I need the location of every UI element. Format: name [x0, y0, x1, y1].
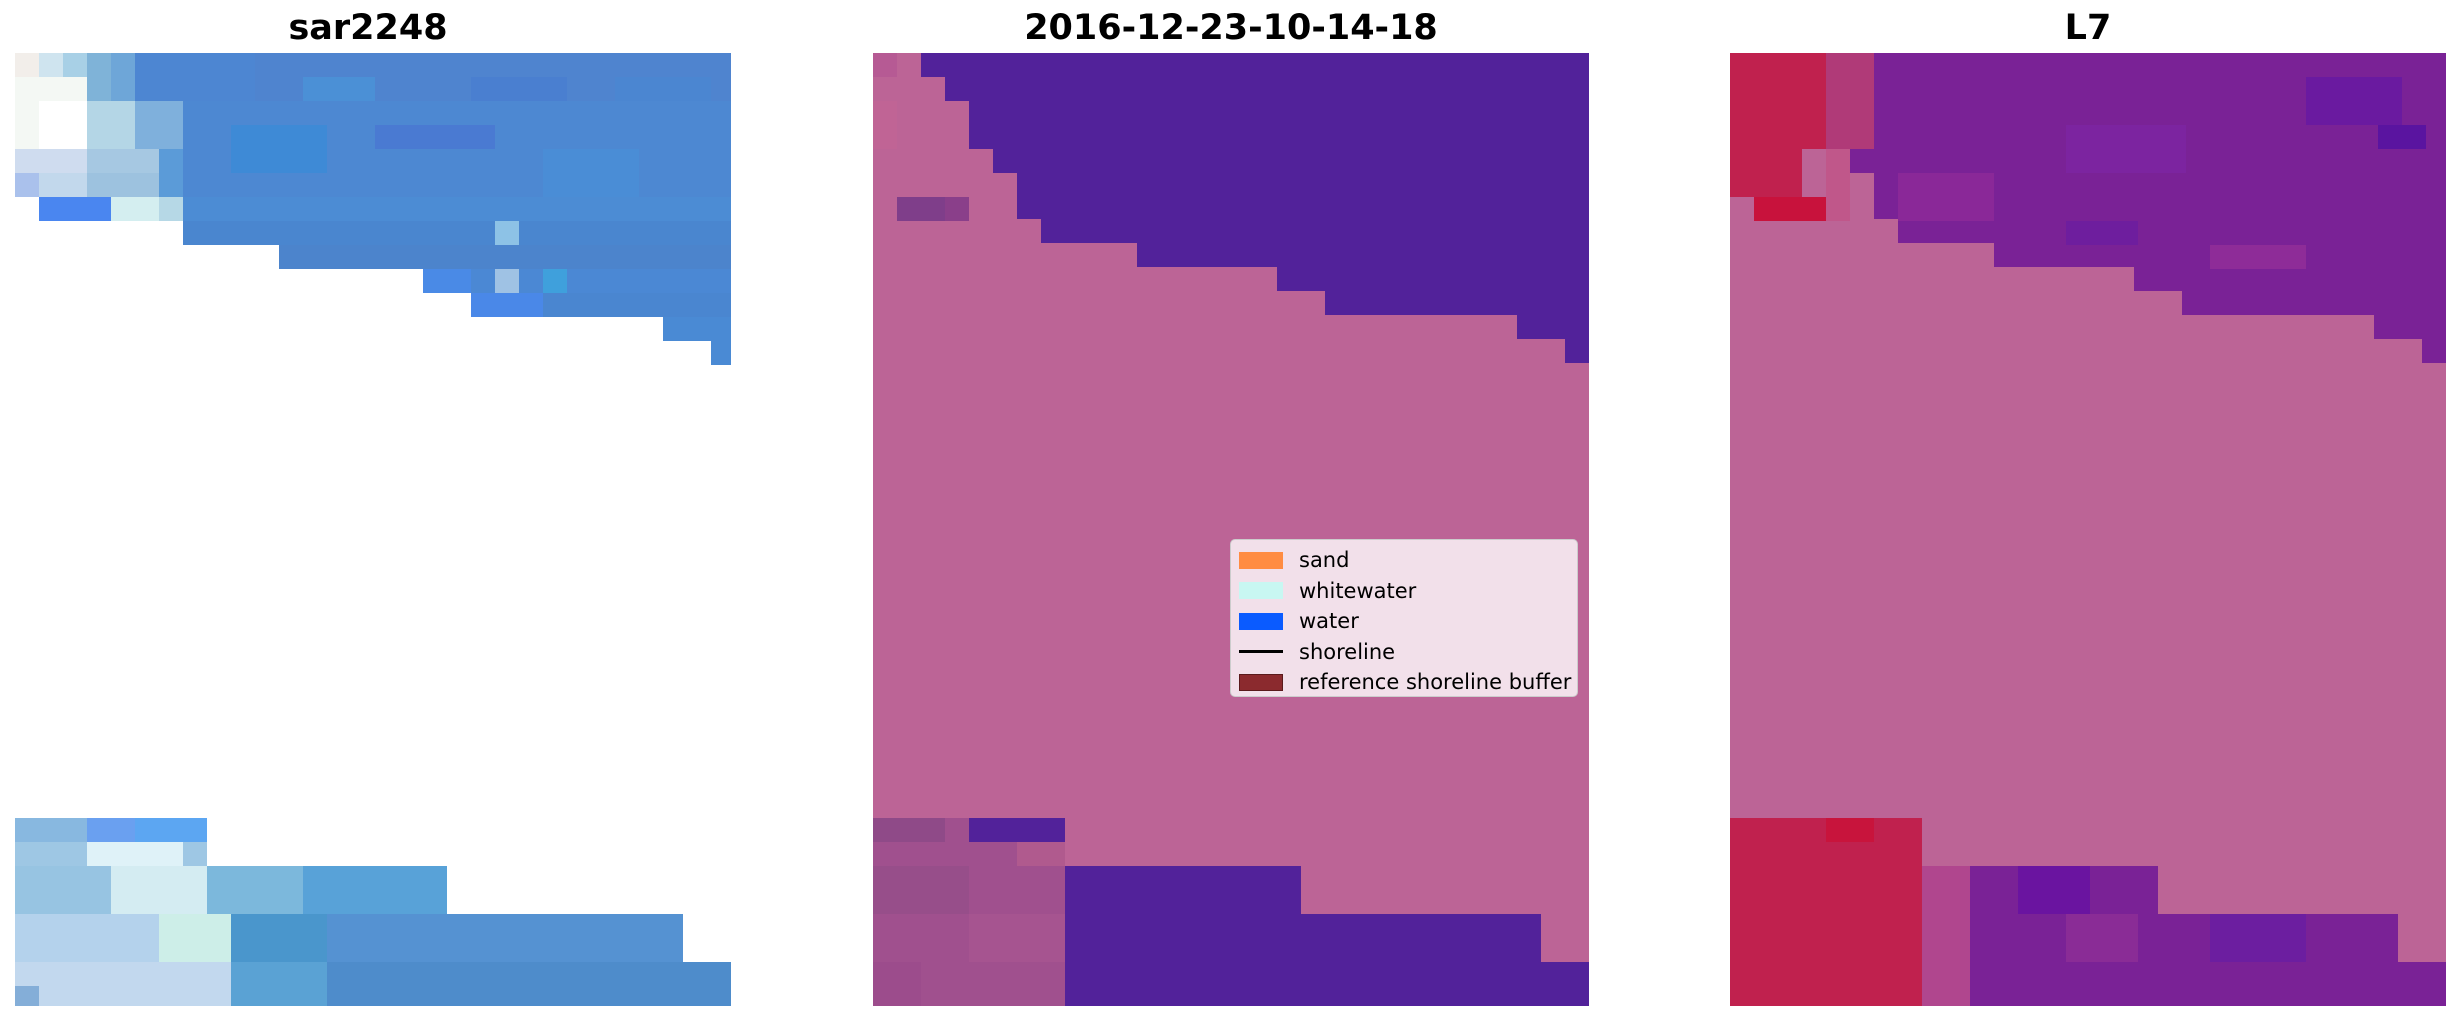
- legend-item-shoreline: shoreline: [1231, 637, 1577, 668]
- middle-panel-title: 2016-12-23-10-14-18: [1024, 8, 1438, 48]
- rgb-satellite-image: [15, 53, 731, 1006]
- l7-overlay-image: [1730, 53, 2446, 1006]
- legend-label: sand: [1299, 548, 1350, 573]
- sand-swatch: [1239, 551, 1283, 569]
- legend: sand whitewater water shoreline referenc…: [1230, 539, 1578, 697]
- legend-label: shoreline: [1299, 639, 1396, 664]
- whitewater-swatch: [1239, 582, 1283, 600]
- shoreline-line: [1239, 650, 1283, 654]
- legend-label: reference shoreline buffer: [1299, 670, 1572, 695]
- left-panel-title: sar2248: [288, 8, 448, 48]
- legend-item-whitewater: whitewater: [1231, 576, 1577, 607]
- legend-item-reference-shoreline-buffer: reference shoreline buffer: [1231, 667, 1577, 698]
- legend-item-water: water: [1231, 606, 1577, 637]
- right-panel-title: L7: [2064, 8, 2112, 48]
- water-swatch: [1239, 612, 1283, 630]
- legend-label: water: [1299, 609, 1359, 634]
- classification-image: [873, 53, 1589, 1006]
- buffer-swatch: [1239, 673, 1283, 691]
- legend-label: whitewater: [1299, 578, 1417, 603]
- legend-item-sand: sand: [1231, 545, 1577, 576]
